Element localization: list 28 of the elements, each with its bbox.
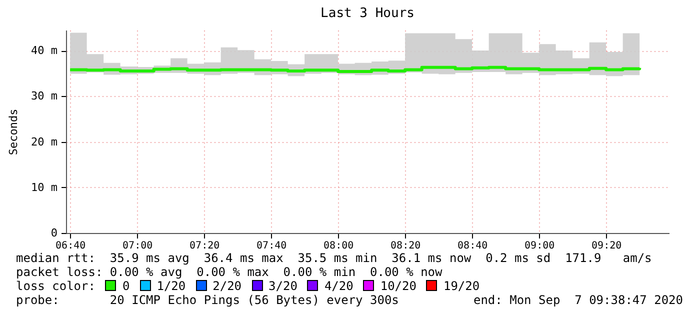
legend-title: loss color: (16, 279, 96, 293)
y-tick-label: 20 m (31, 135, 58, 148)
x-tick-label: 08:00 (324, 240, 354, 252)
legend-label: 1/20 (156, 279, 186, 293)
legend-label: 3/20 (268, 279, 298, 293)
x-tick-label: 09:00 (524, 240, 555, 252)
y-tick-label: 40 m (31, 44, 58, 58)
y-axis-title: Seconds (7, 108, 20, 156)
text: median rtt: 35.9 ms avg 36.4 ms max 35.5 ms min 36.1 ms now 0.2 ms sd 171.9 am/s (16, 251, 652, 266)
x-tick-label: 07:20 (190, 240, 220, 252)
text: end: Mon Sep 7 09:38:47 2020 (473, 293, 683, 308)
chart-title: Last 3 Hours (320, 6, 414, 21)
x-tick-label: 06:40 (56, 240, 86, 252)
legend-label: 10/20 (380, 279, 416, 293)
y-tick-label: 0 (50, 226, 58, 240)
x-tick-label: 08:20 (390, 240, 421, 252)
y-tick-label: 30 m (31, 90, 58, 103)
legend-label: 0 (122, 279, 130, 293)
legend-label: 2/20 (212, 279, 242, 293)
legend-label: 4/20 (324, 279, 354, 293)
legend-label: 19/20 (443, 279, 480, 293)
x-tick-label: 08:40 (458, 240, 488, 252)
x-tick-label: 07:40 (256, 240, 287, 252)
x-tick-label: 07:00 (122, 240, 153, 252)
x-tick-label: 09:20 (592, 240, 622, 252)
y-tick-label: 10 m (31, 180, 58, 194)
text: packet loss: 0.00 % avg 0.00 % max 0.00 % min 0.00 % now (16, 265, 442, 280)
text: probe: 20 ICMP Echo Pings (56 Bytes) every 300s (16, 293, 399, 308)
